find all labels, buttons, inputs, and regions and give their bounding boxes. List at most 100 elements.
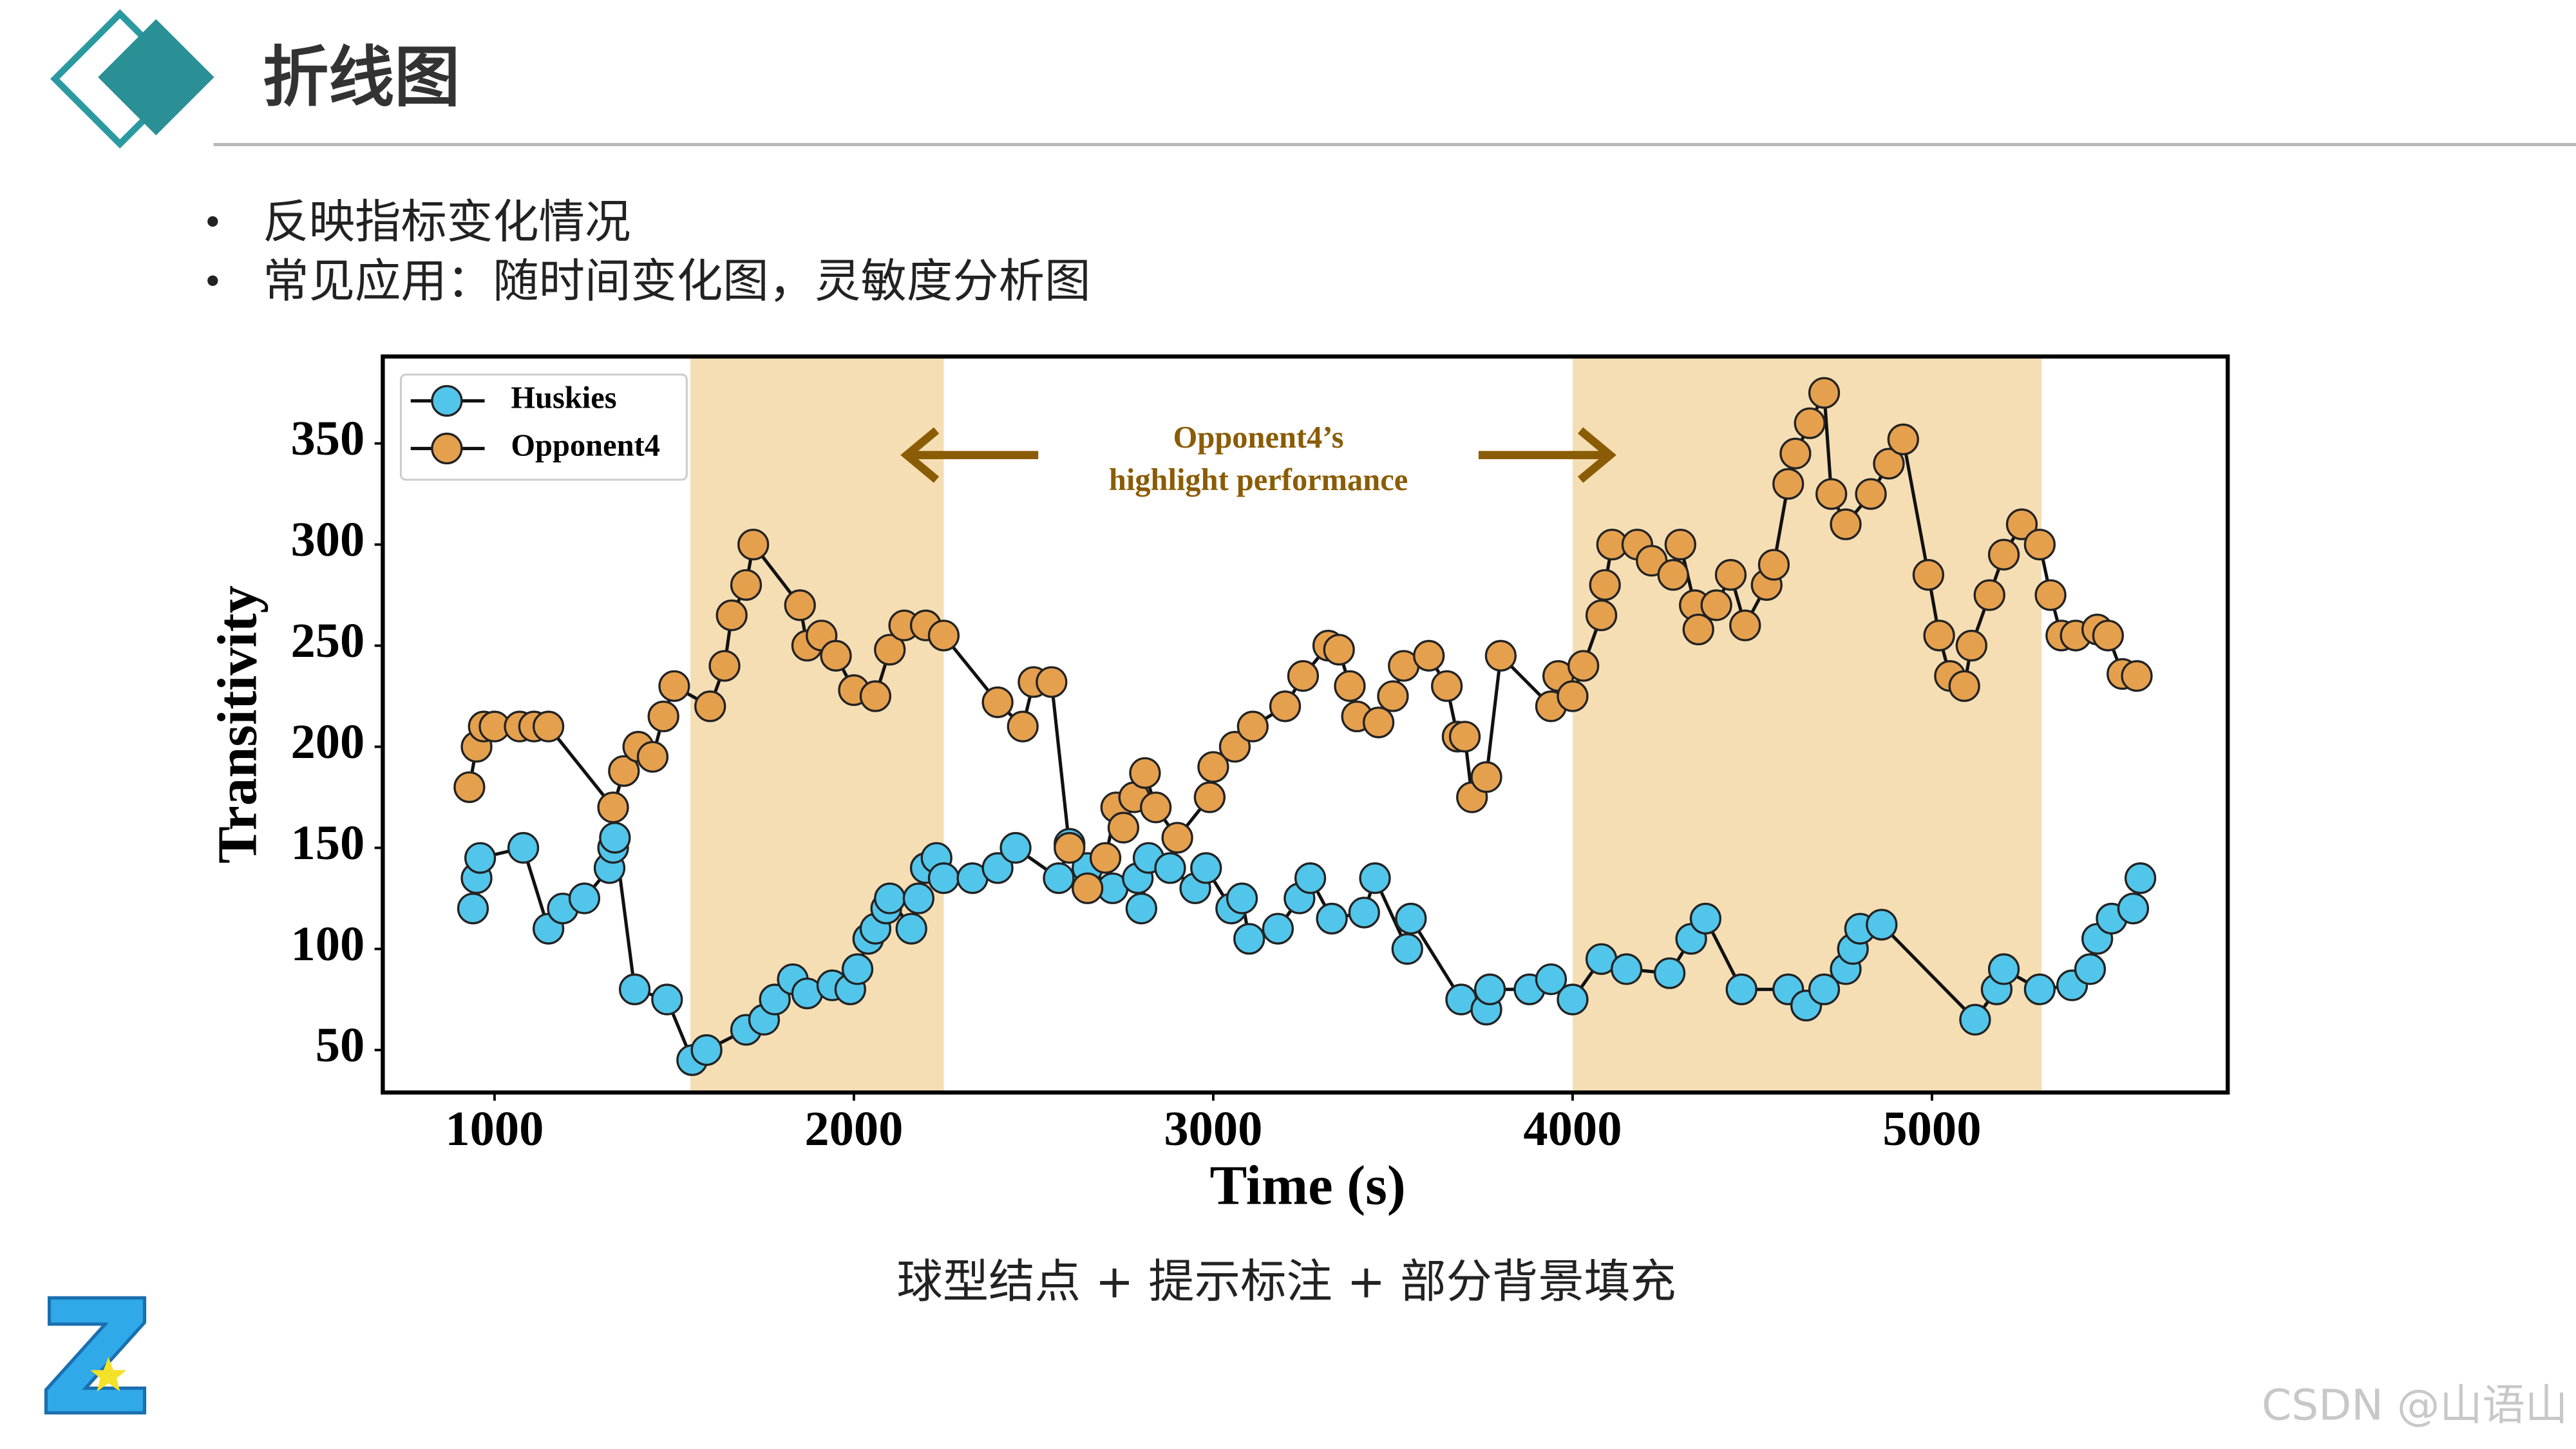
series-marker — [453, 771, 486, 803]
series-marker — [1470, 761, 1502, 793]
series-marker — [2117, 893, 2150, 925]
series-marker — [694, 690, 726, 723]
series-marker — [1484, 639, 1517, 672]
series-marker — [2023, 528, 2056, 561]
annotation-text: highlight performance — [1109, 463, 1408, 497]
series-marker — [1236, 710, 1269, 743]
series-marker — [895, 913, 927, 945]
series-marker — [1808, 377, 1841, 409]
series-marker — [1973, 579, 2005, 611]
annotation-arrow — [1478, 427, 1616, 483]
series-marker — [859, 680, 892, 712]
series-marker — [1089, 842, 1122, 874]
series-marker — [715, 599, 748, 632]
series-marker — [1043, 862, 1075, 895]
series-marker — [927, 620, 960, 652]
series-marker — [1589, 569, 1621, 601]
series-marker — [902, 882, 934, 914]
series-marker — [1955, 629, 1987, 662]
series-marker — [1585, 599, 1618, 632]
series-marker — [690, 1034, 723, 1066]
series-marker — [1557, 680, 1589, 712]
series-marker — [981, 686, 1014, 719]
series-marker — [1779, 437, 1812, 469]
series-marker — [1233, 923, 1265, 955]
highlight-span — [1572, 356, 2042, 1093]
series-marker — [1689, 902, 1722, 935]
series-marker — [874, 882, 906, 914]
series-marker — [1323, 634, 1355, 666]
series-marker — [1987, 538, 2020, 571]
series-marker — [1535, 963, 1567, 996]
series-marker — [1912, 559, 1944, 591]
series-marker — [759, 983, 791, 1016]
series-marker — [874, 634, 906, 666]
series-marker — [2121, 660, 2153, 692]
series-marker — [841, 953, 874, 985]
series-marker — [2092, 620, 2124, 652]
series-marker — [784, 589, 816, 621]
series-marker — [730, 569, 762, 601]
series-marker — [636, 741, 669, 773]
series-marker — [1664, 528, 1696, 561]
series-marker — [1830, 508, 1862, 540]
series-marker — [1262, 913, 1294, 945]
series-marker — [1140, 791, 1172, 824]
series-marker — [1054, 831, 1086, 864]
series-marker — [1923, 620, 1955, 652]
series-marker — [1431, 670, 1463, 702]
series-marker — [1887, 423, 1919, 455]
x-axis-label: Time (s) — [1209, 1154, 1405, 1216]
series-marker — [1815, 478, 1848, 510]
series-marker — [2074, 953, 2107, 985]
caption: 球型结点 + 提示标注 + 部分背景填充 — [896, 1255, 1676, 1308]
series-marker — [1808, 973, 1841, 1005]
header-title: 折线图 — [263, 39, 460, 116]
bullet-dot: • — [202, 202, 223, 244]
series-marker — [1700, 589, 1732, 621]
series-marker — [1413, 639, 1445, 672]
series-marker — [1714, 559, 1747, 591]
series-marker — [1072, 872, 1104, 904]
series-marker — [1611, 953, 1643, 985]
series-marker — [1729, 609, 1761, 641]
series-marker — [1218, 730, 1251, 763]
series-marker — [1036, 666, 1068, 698]
logo-z — [44, 1296, 147, 1415]
annotation-text: Opponent4’s — [1173, 421, 1344, 455]
series-marker — [1294, 862, 1327, 895]
annotation-arrow — [900, 427, 1039, 483]
series-marker — [647, 700, 679, 733]
series-marker — [1567, 650, 1600, 682]
y-tick-label: 300 — [291, 512, 365, 567]
series-marker — [2034, 579, 2067, 611]
series-marker — [927, 862, 960, 895]
y-tick-label: 250 — [291, 613, 365, 668]
series-marker — [981, 852, 1014, 884]
series-marker — [1107, 811, 1140, 844]
series-marker — [464, 842, 497, 874]
series-marker — [1226, 882, 1258, 914]
bullet: 反映指标变化情况 — [263, 195, 630, 249]
logo-star — [90, 1357, 127, 1392]
legend-label: Opponent4 — [511, 429, 660, 463]
watermark: CSDN @山语山 — [2262, 1379, 2568, 1430]
x-tick-label: 2000 — [804, 1101, 903, 1156]
series-marker — [1125, 893, 1157, 925]
series-marker — [1866, 909, 1898, 941]
series-marker — [1193, 781, 1226, 813]
series-marker — [1395, 902, 1427, 935]
series-marker — [1653, 957, 1686, 989]
series-marker — [1448, 721, 1481, 753]
bullet-dot: • — [202, 261, 223, 303]
series-marker — [1316, 902, 1348, 935]
series-marker — [1557, 983, 1589, 1016]
y-tick-label: 150 — [291, 815, 365, 870]
y-tick-label: 50 — [316, 1018, 365, 1072]
series-marker — [1657, 559, 1689, 591]
series-marker — [708, 650, 741, 682]
legend-marker — [431, 432, 463, 465]
x-tick-label: 5000 — [1882, 1101, 1981, 1156]
